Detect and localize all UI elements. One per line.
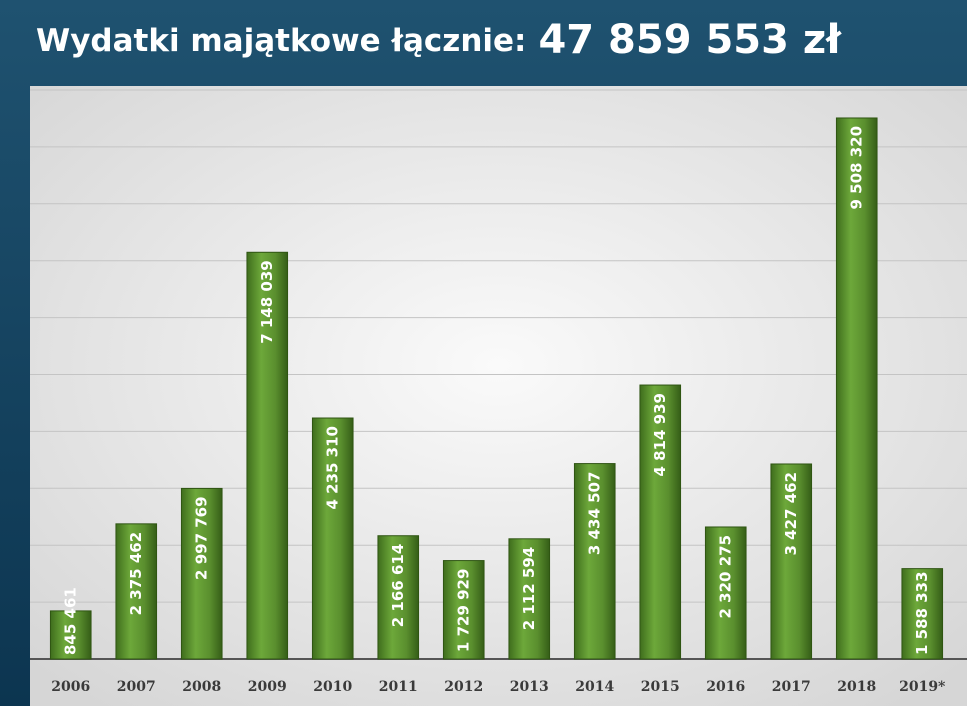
value-label: 2 997 769 xyxy=(192,496,210,580)
value-label: 3 434 507 xyxy=(585,472,603,556)
value-label: 1 729 929 xyxy=(454,569,472,653)
chart-title-group: Wydatki majątkowe łącznie: 47 859 553 zł xyxy=(36,17,842,63)
value-label: 7 148 039 xyxy=(258,260,276,344)
bar xyxy=(442,560,485,660)
bar xyxy=(835,117,878,660)
x-tick-label: 2012 xyxy=(444,679,483,695)
value-label: 2 166 614 xyxy=(389,544,407,628)
x-tick-label: 2019* xyxy=(899,679,946,695)
x-tick-label: 2016 xyxy=(706,679,745,695)
x-tick-label: 2008 xyxy=(182,679,221,695)
value-label: 9 508 320 xyxy=(847,126,865,210)
chart-title: Wydatki majątkowe łącznie: xyxy=(36,23,526,59)
value-label: 4 235 310 xyxy=(323,426,341,510)
x-tick-label: 2017 xyxy=(772,679,811,695)
x-tick-label: 2006 xyxy=(51,679,90,695)
value-label: 2 112 594 xyxy=(520,547,538,631)
plot-panel xyxy=(30,86,967,706)
bar xyxy=(180,487,223,660)
x-tick-label: 2013 xyxy=(510,679,549,695)
x-tick-label: 2014 xyxy=(575,679,614,695)
bar xyxy=(311,417,354,660)
chart-total: 47 859 553 zł xyxy=(538,17,842,63)
bar xyxy=(377,535,420,660)
bar xyxy=(115,523,158,660)
x-tick-label: 2015 xyxy=(641,679,680,695)
value-label: 3 427 462 xyxy=(782,472,800,556)
bar xyxy=(901,568,944,660)
x-tick-label: 2018 xyxy=(837,679,876,695)
value-label: 2 375 462 xyxy=(127,532,145,616)
value-label: 1 588 333 xyxy=(913,571,931,655)
x-tick-label: 2009 xyxy=(248,679,287,695)
bar xyxy=(508,538,551,660)
bar xyxy=(246,251,289,660)
bar xyxy=(573,463,616,660)
value-label: 4 814 939 xyxy=(651,393,669,477)
x-tick-label: 2010 xyxy=(313,679,352,695)
bar xyxy=(770,463,813,660)
value-label: 2 320 275 xyxy=(716,535,734,619)
x-tick-label: 2011 xyxy=(379,679,418,695)
bar xyxy=(49,610,92,660)
bar xyxy=(704,526,747,660)
x-tick-label: 2007 xyxy=(117,679,156,695)
value-label: 845 461 xyxy=(61,587,79,655)
bar xyxy=(639,384,682,660)
